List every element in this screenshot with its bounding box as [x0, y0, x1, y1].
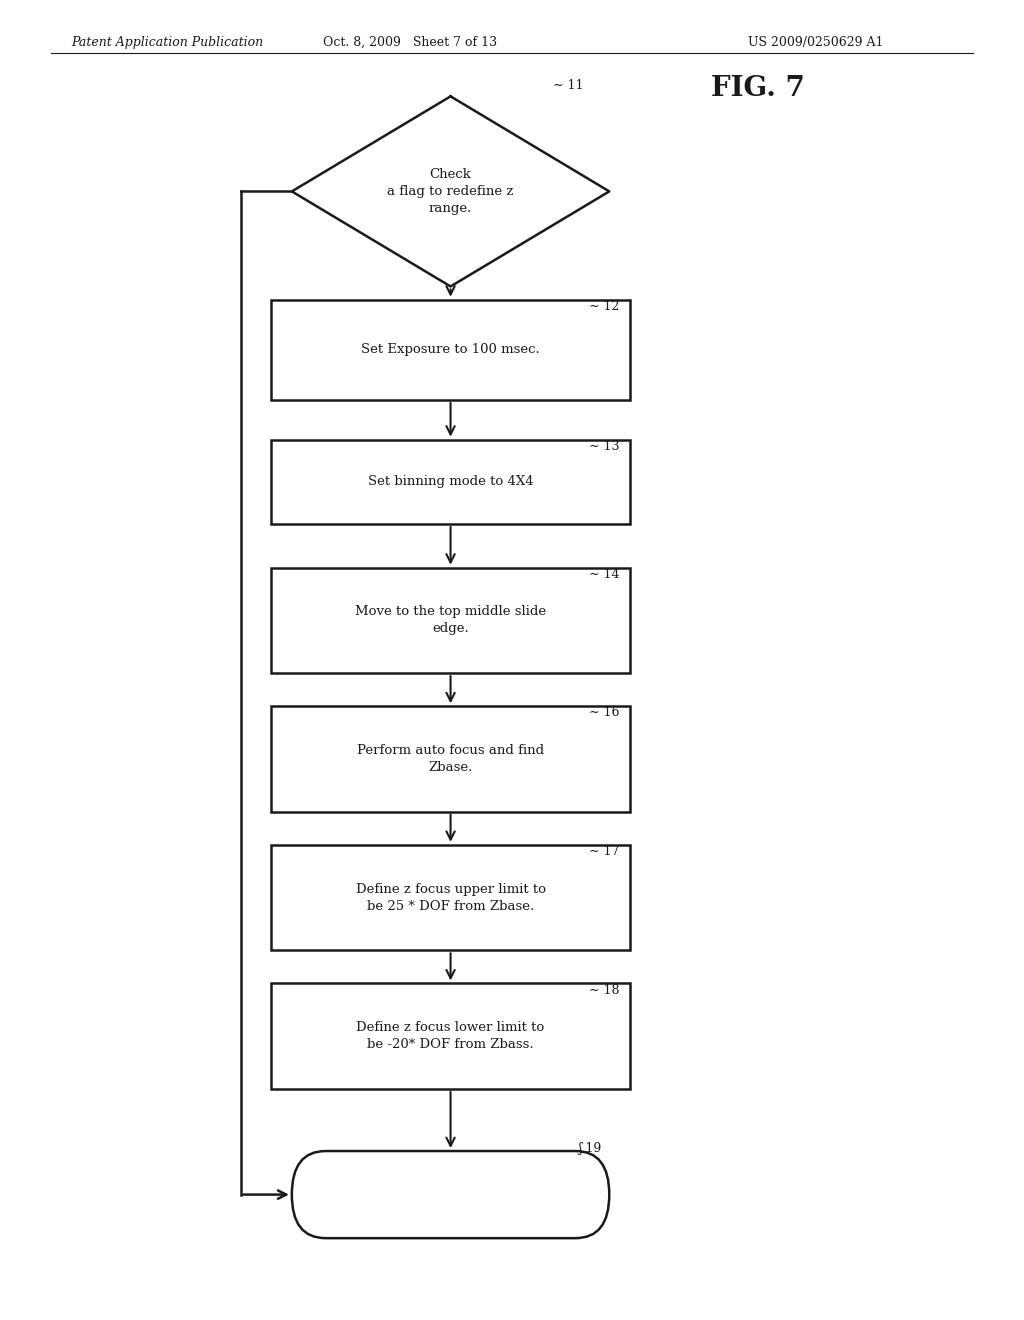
Text: ∼ 12: ∼ 12	[589, 300, 620, 313]
Text: Define z focus upper limit to
be 25 * DOF from Zbase.: Define z focus upper limit to be 25 * DO…	[355, 883, 546, 912]
Text: FIG. 7: FIG. 7	[711, 75, 805, 102]
FancyBboxPatch shape	[271, 440, 630, 524]
FancyBboxPatch shape	[271, 983, 630, 1089]
FancyBboxPatch shape	[292, 1151, 609, 1238]
Text: Set binning mode to 4X4: Set binning mode to 4X4	[368, 475, 534, 488]
Text: Define z focus lower limit to
be -20* DOF from Zbass.: Define z focus lower limit to be -20* DO…	[356, 1022, 545, 1051]
Text: Set Exposure to 100 msec.: Set Exposure to 100 msec.	[361, 343, 540, 356]
Text: Check
a flag to redefine z
range.: Check a flag to redefine z range.	[387, 168, 514, 215]
Text: ∼ 13: ∼ 13	[589, 440, 620, 453]
FancyBboxPatch shape	[271, 845, 630, 950]
Text: ∼ 11: ∼ 11	[553, 79, 584, 92]
Polygon shape	[292, 96, 609, 286]
Text: US 2009/0250629 A1: US 2009/0250629 A1	[748, 36, 883, 49]
FancyBboxPatch shape	[271, 568, 630, 673]
FancyBboxPatch shape	[271, 706, 630, 812]
Text: Oct. 8, 2009   Sheet 7 of 13: Oct. 8, 2009 Sheet 7 of 13	[323, 36, 497, 49]
Text: Move to the top middle slide
edge.: Move to the top middle slide edge.	[355, 606, 546, 635]
Text: Patent Application Publication: Patent Application Publication	[72, 36, 264, 49]
Text: ∼ 17: ∼ 17	[589, 845, 620, 858]
Text: Perform auto focus and find
Zbase.: Perform auto focus and find Zbase.	[357, 744, 544, 774]
FancyBboxPatch shape	[271, 300, 630, 400]
Text: ʃ 19: ʃ 19	[579, 1142, 602, 1155]
Text: ∼ 16: ∼ 16	[589, 706, 620, 719]
Text: ∼ 14: ∼ 14	[589, 568, 620, 581]
Text: ∼ 18: ∼ 18	[589, 983, 620, 997]
